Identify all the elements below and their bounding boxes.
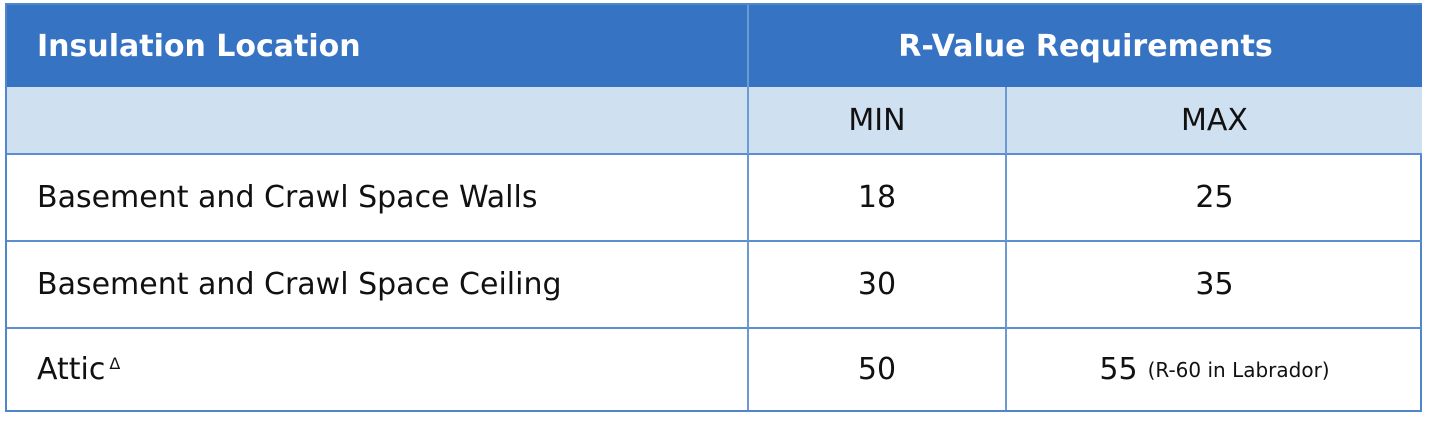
min-cell: 50 bbox=[749, 329, 1007, 410]
max-cell: 25 bbox=[1007, 155, 1422, 242]
max-cell: 55 (R-60 in Labrador) bbox=[1007, 329, 1422, 410]
location-text: Attic bbox=[37, 352, 106, 387]
location-cell: Attic Δ bbox=[7, 329, 749, 410]
max-cell: 35 bbox=[1007, 242, 1422, 329]
table: Insulation Location R-Value Requirements… bbox=[5, 3, 1422, 412]
header-cell: R-Value Requirements bbox=[749, 5, 1422, 87]
max-note: (R-60 in Labrador) bbox=[1147, 357, 1330, 382]
subheader-cell bbox=[7, 87, 749, 155]
location-cell: Basement and Crawl Space Walls bbox=[7, 155, 749, 242]
min-cell: 30 bbox=[749, 242, 1007, 329]
subheader-cell: MAX bbox=[1007, 87, 1422, 155]
header-cell: Insulation Location bbox=[7, 5, 749, 87]
max-text: 55 bbox=[1099, 352, 1138, 387]
min-cell: 18 bbox=[749, 155, 1007, 242]
subheader-cell: MIN bbox=[749, 87, 1007, 155]
marker: Δ bbox=[109, 354, 121, 373]
location-cell: Basement and Crawl Space Ceiling bbox=[7, 242, 749, 329]
